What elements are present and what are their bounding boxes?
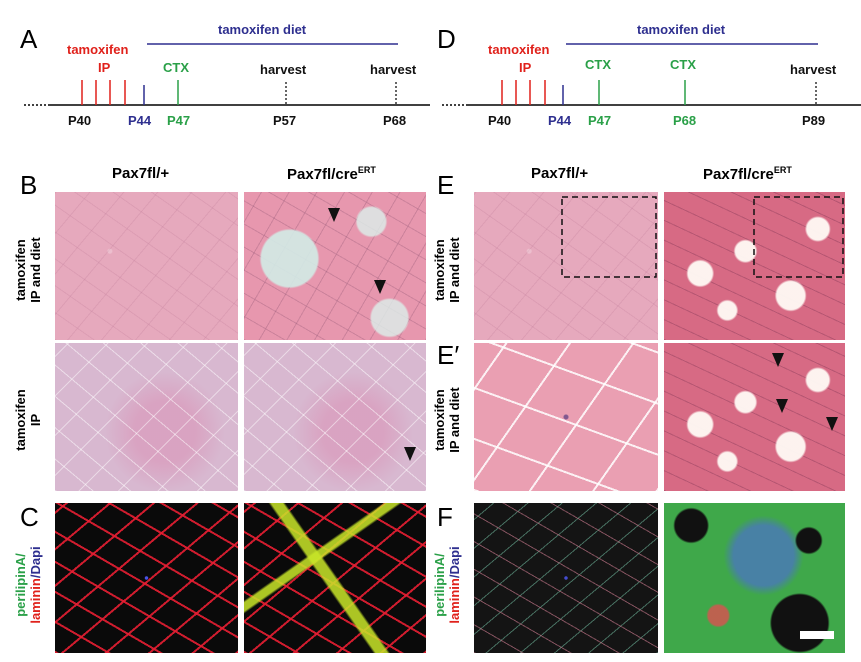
he-image-e-prime-ctrl (474, 343, 658, 491)
d-ctx1-label: CTX (585, 57, 611, 72)
he-image-e-cko (664, 192, 845, 340)
row-label-b1: tamoxifen IP and diet (13, 237, 43, 303)
d-diet-label: tamoxifen diet (637, 22, 726, 37)
he-image-b-ctrl-ip (55, 343, 238, 491)
panel-label-d: D (437, 24, 456, 54)
d-p47-label: P47 (588, 113, 612, 128)
d-ip-label: IP (519, 60, 532, 75)
if-image-c-ctrl (55, 503, 238, 653)
a-p47-label: P47 (167, 113, 191, 128)
col-head-b-cko: Pax7fl/creERT (287, 165, 376, 183)
d-p68-label: P68 (673, 113, 697, 128)
a-diet-label: tamoxifen diet (218, 22, 307, 37)
panel-label-c: C (20, 502, 39, 532)
if-image-c-cko (244, 503, 426, 653)
he-image-b-ctrl-ipdiet (55, 192, 238, 340)
he-image-e-ctrl (474, 192, 658, 340)
col-head-b-ctrl: Pax7fl/+ (112, 165, 170, 182)
panel-label-f: F (437, 502, 453, 532)
he-image-e-prime-cko (664, 343, 845, 491)
col-head-e-ctrl: Pax7fl/+ (531, 165, 589, 182)
arrowheads (404, 447, 416, 461)
col-head-e-cko: Pax7fl/creERT (703, 165, 792, 183)
a-ctx-label: CTX (163, 60, 189, 75)
stain-label-f: perilipinA/laminin/Dapi (432, 546, 462, 624)
a-p44-label: P44 (128, 113, 152, 128)
row-label-b2: tamoxifen IP (13, 389, 43, 451)
a-p57-label: P57 (273, 113, 297, 128)
he-image-b-cko-ip (244, 343, 426, 491)
d-ctx2-label: CTX (670, 57, 696, 72)
panel-label-a: A (20, 24, 38, 54)
d-p40-label: P40 (488, 113, 512, 128)
arrowheads (772, 353, 838, 431)
he-image-b-cko-ipdiet (244, 192, 426, 340)
arrowheads (328, 208, 386, 294)
a-p68-label: P68 (383, 113, 407, 128)
d-p89-label: P89 (802, 113, 826, 128)
a-harvest1-label: harvest (260, 62, 307, 77)
d-p44-label: P44 (548, 113, 572, 128)
timeline-d (442, 43, 861, 106)
d-harvest-label: harvest (790, 62, 837, 77)
a-ip-label: IP (98, 60, 111, 75)
zoom-box (561, 196, 657, 278)
row-label-e2: tamoxifen IP and diet (432, 387, 462, 453)
if-image-f-cko (664, 503, 845, 653)
panel-label-b: B (20, 170, 38, 200)
row-label-e1: tamoxifen IP and diet (432, 237, 462, 303)
zoom-box (753, 196, 844, 278)
if-image-f-ctrl (474, 503, 658, 653)
stain-label-c: perilipinA/laminin/Dapi (13, 546, 43, 624)
panel-label-e: E (437, 170, 455, 200)
a-harvest2-label: harvest (370, 62, 417, 77)
d-tamoxifen-label: tamoxifen (488, 42, 550, 57)
timeline-a (24, 43, 430, 106)
a-p40-label: P40 (68, 113, 92, 128)
a-tamoxifen-label: tamoxifen (67, 42, 129, 57)
panel-label-e-prime: E′ (437, 340, 460, 370)
scale-bar (800, 631, 834, 639)
